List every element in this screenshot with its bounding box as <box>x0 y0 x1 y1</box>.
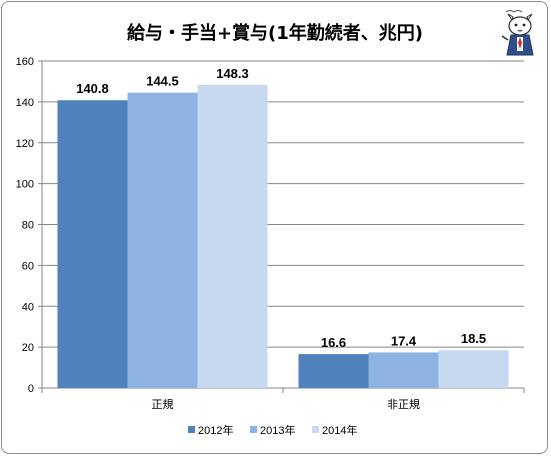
y-tick-label: 120 <box>16 138 34 150</box>
legend-label: 2013年 <box>260 423 295 437</box>
legend-swatch <box>250 426 257 433</box>
x-tick-label: 正規 <box>152 397 174 411</box>
legend-swatch <box>188 426 195 433</box>
y-tick-label: 140 <box>16 97 34 109</box>
bar <box>197 84 268 389</box>
data-label: 17.4 <box>391 333 417 348</box>
plot-area: 0 20 40 60 80 100 120 140 160 140.8 144.5 148.3 正規 16… <box>16 56 525 411</box>
legend: 2012年 2013年 2014年 <box>188 423 357 437</box>
bar <box>298 354 369 388</box>
bar <box>127 92 198 388</box>
data-label: 18.5 <box>461 331 486 346</box>
bar <box>438 350 509 388</box>
data-label: 148.3 <box>216 66 249 81</box>
y-tick-label: 80 <box>22 220 34 232</box>
cat-reporter-icon <box>501 10 534 56</box>
x-tick-label: 非正規 <box>387 397 420 411</box>
y-tick-label: 60 <box>22 260 34 272</box>
y-tick-label: 160 <box>16 56 34 68</box>
legend-label: 2014年 <box>322 423 357 437</box>
legend-swatch <box>312 426 319 433</box>
y-tick-label: 100 <box>16 179 34 191</box>
y-tick-label: 20 <box>22 342 34 354</box>
legend-label: 2012年 <box>198 423 233 437</box>
data-label: 16.6 <box>321 335 346 350</box>
bar <box>57 100 128 389</box>
chart-title: 給与・手当+賞与(1年勤続者、兆円) <box>127 22 423 44</box>
bar <box>368 352 439 388</box>
data-label: 140.8 <box>76 81 109 96</box>
y-tick-label: 40 <box>22 301 34 313</box>
data-label: 144.5 <box>146 74 179 89</box>
y-tick-label: 0 <box>28 383 34 395</box>
